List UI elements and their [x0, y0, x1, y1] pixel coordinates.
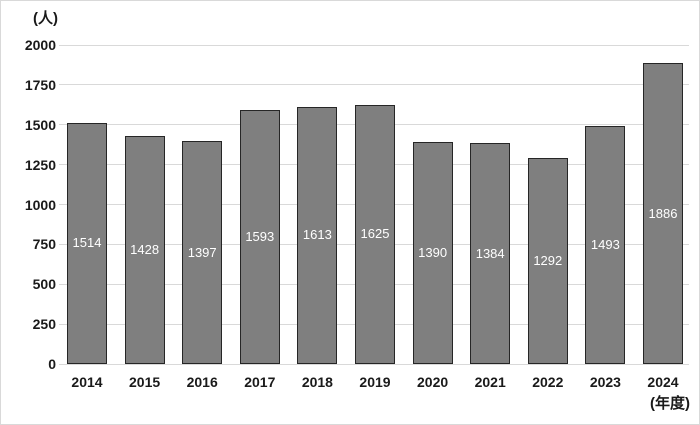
x-tick-label: 2016 — [186, 374, 218, 390]
y-tick-label: 500 — [32, 276, 56, 293]
gridline — [59, 363, 689, 365]
bar-2024 — [643, 63, 683, 364]
y-tick-label: 750 — [32, 236, 56, 253]
y-tick-label: 1250 — [24, 156, 56, 173]
x-tick-label: 2019 — [359, 374, 391, 390]
bar-value-label: 1613 — [302, 227, 332, 243]
y-tick-label: 1500 — [24, 116, 56, 133]
x-tick-label: 2020 — [417, 374, 449, 390]
bar-value-label: 1886 — [648, 205, 678, 221]
bar-value-label: 1428 — [130, 242, 160, 258]
y-tick-label: 1000 — [24, 196, 56, 213]
x-tick-label: 2021 — [474, 374, 506, 390]
x-tick-label: 2014 — [71, 374, 103, 390]
bar-2019 — [355, 104, 395, 364]
x-axis-unit-label: (年度) — [650, 395, 690, 412]
x-tick-label: 2023 — [589, 374, 621, 390]
bar-2018 — [297, 106, 338, 364]
x-tick-label: 2018 — [301, 374, 333, 390]
bar-value-label: 1514 — [72, 235, 102, 251]
x-tick-label: 2022 — [532, 374, 564, 390]
y-axis-unit-label: (人) — [33, 10, 58, 27]
bar-value-label: 1493 — [590, 236, 620, 252]
bar-value-label: 1384 — [475, 245, 505, 261]
x-tick-label: 2024 — [647, 374, 679, 390]
y-tick-label: 0 — [48, 356, 56, 372]
x-tick-label: 2017 — [244, 374, 276, 390]
y-tick-label: 1750 — [24, 76, 56, 93]
bar-2020 — [412, 142, 453, 364]
bar-value-label: 1625 — [360, 226, 390, 242]
bar-2015 — [124, 136, 165, 364]
y-tick-label: 2000 — [24, 37, 56, 53]
bar-2017 — [239, 109, 280, 364]
bar-2014 — [67, 122, 107, 364]
bar-value-label: 1292 — [533, 252, 563, 268]
bar-2022 — [527, 157, 568, 364]
gridline — [59, 44, 689, 46]
bar-2016 — [182, 141, 223, 364]
bar-2021 — [470, 143, 511, 364]
bar-2023 — [585, 125, 626, 364]
y-tick-label: 250 — [32, 316, 56, 333]
bar-value-label: 1390 — [418, 245, 448, 261]
gridline — [59, 84, 689, 86]
bar-value-label: 1397 — [187, 244, 217, 260]
bar-value-label: 1593 — [245, 228, 275, 244]
x-tick-label: 2015 — [129, 374, 161, 390]
